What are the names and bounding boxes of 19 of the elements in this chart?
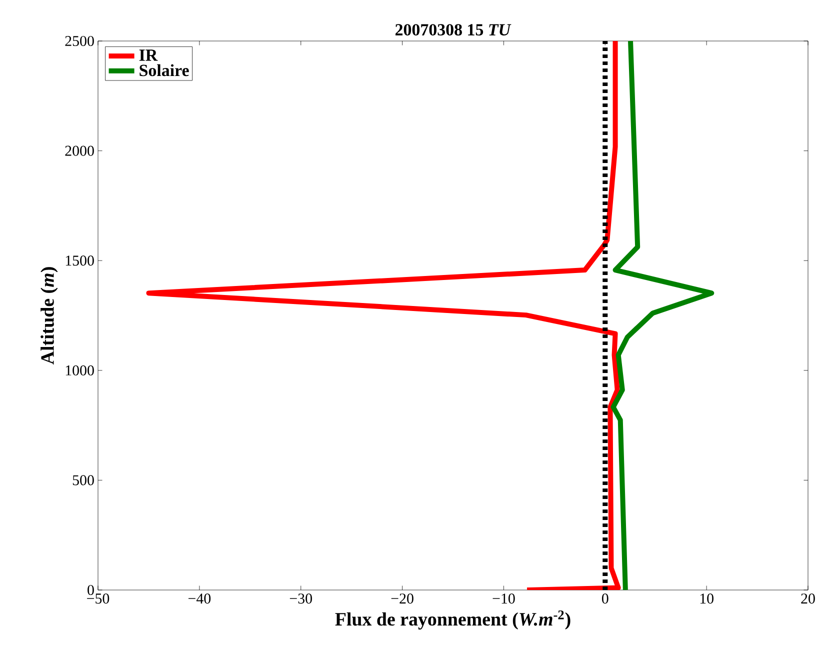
x-tick-label: 20 (801, 594, 815, 604)
x-tick-label: −30 (290, 594, 312, 604)
x-axis-title: Flux de rayonnement (W.m$^{-2}$) (335, 610, 570, 630)
x-tick-label: −10 (492, 594, 515, 604)
y-tick-label: 2000 (65, 146, 94, 156)
x-tick-label: 10 (700, 594, 714, 604)
chart-title: 20070308 15 TU (395, 24, 512, 36)
legend-label: IR (139, 50, 158, 61)
y-tick-label: 0 (88, 584, 94, 596)
y-tick-label: 1500 (66, 256, 94, 266)
x-tick-label: −20 (391, 594, 414, 604)
y-tick-label: 2500 (65, 36, 94, 46)
x-tick-label: 0 (602, 594, 608, 604)
y-axis-title: Altitude (m) (40, 267, 58, 364)
x-tick-label: −50 (87, 594, 110, 604)
x-tick-label: −40 (188, 594, 211, 604)
legend-label: Solaire (140, 64, 189, 76)
y-tick-label: 500 (72, 475, 94, 486)
y-tick-label: 1000 (66, 365, 94, 376)
